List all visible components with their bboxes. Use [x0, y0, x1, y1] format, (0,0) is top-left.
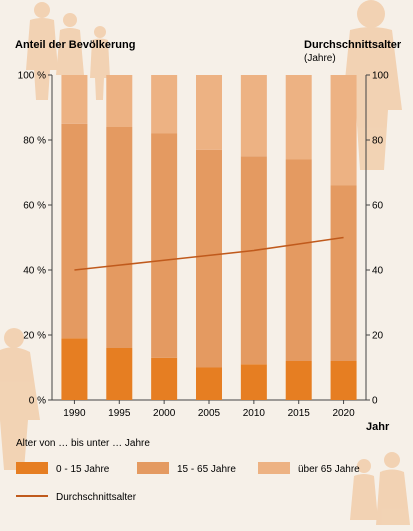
bar-segment-2010-15-65 — [240, 156, 267, 365]
bar-segment-1990-0-15 — [61, 338, 88, 400]
bar-segment-2005-15-65 — [196, 149, 222, 368]
x-tick-label-1990: 1990 — [63, 408, 86, 419]
legend: Alter von … bis unter … Jahre 0 - 15 Jah… — [16, 438, 360, 503]
bar-segment-2015-over-65 — [285, 75, 312, 160]
right-tick-label: 40 — [372, 266, 384, 277]
x-tick-label-2010: 2010 — [243, 408, 266, 419]
bar-segment-2005-0-15 — [196, 367, 222, 400]
x-tick-label-2005: 2005 — [198, 408, 221, 419]
legend-label-over-65: über 65 Jahre — [298, 464, 360, 475]
right-tick-label: 0 — [372, 396, 378, 407]
left-tick-label: 20 % — [23, 331, 46, 342]
left-tick-label: 100 % — [18, 71, 46, 82]
legend-label-0-15: 0 - 15 Jahre — [56, 464, 110, 475]
average-age-polyline — [74, 236, 344, 271]
bar-segment-2000-15-65 — [151, 133, 178, 358]
bar-segment-2015-0-15 — [285, 361, 312, 400]
right-tick-label: 80 — [372, 136, 384, 147]
legend-label-average-age: Durchschnittsalter — [56, 492, 137, 503]
legend-title: Alter von … bis unter … Jahre — [16, 438, 150, 449]
x-tick-label-2015: 2015 — [288, 408, 311, 419]
right-tick-label: 20 — [372, 331, 384, 342]
bar-segment-2010-over-65 — [240, 75, 267, 157]
x-axis-title: Jahr — [366, 421, 390, 433]
bar-segment-1990-over-65 — [61, 75, 88, 124]
left-tick-label: 40 % — [23, 266, 46, 277]
left-tick-label: 80 % — [23, 136, 46, 147]
bar-segment-2015-15-65 — [285, 159, 312, 361]
right-tick-label: 100 — [372, 71, 389, 82]
x-tick-label-2020: 2020 — [332, 408, 355, 419]
bar-segment-2000-0-15 — [151, 357, 178, 400]
left-tick-label: 0 % — [29, 396, 46, 407]
right-axis-ticks: 0 20 40 60 80 100 — [366, 71, 389, 407]
legend-label-15-65: 15 - 65 Jahre — [177, 464, 236, 475]
bar-segment-2020-0-15 — [330, 361, 357, 400]
bar-segment-1995-0-15 — [106, 348, 133, 400]
bar-segment-2020-15-65 — [330, 185, 357, 361]
bar-segment-2000-over-65 — [151, 75, 178, 134]
right-tick-label: 60 — [372, 201, 384, 212]
right-axis-subtitle: (Jahre) — [304, 53, 336, 64]
x-tick-label-1995: 1995 — [108, 408, 131, 419]
legend-swatch-over-65 — [258, 462, 290, 474]
legend-swatch-15-65 — [137, 462, 169, 474]
legend-swatch-0-15 — [16, 462, 48, 474]
left-axis-ticks: 0 % 20 % 40 % 60 % 80 % 100 % — [18, 71, 52, 407]
bar-segment-1990-15-65 — [61, 123, 88, 339]
right-axis-title: Durchschnittsalter — [304, 39, 402, 51]
bar-segment-1995-over-65 — [106, 75, 133, 127]
bar-segment-2010-0-15 — [240, 364, 267, 400]
average-age-line — [74, 236, 344, 271]
stacked-bars — [61, 75, 357, 400]
left-axis-title: Anteil der Bevölkerung — [15, 39, 135, 51]
x-axis-labels: 1990 1995 2000 2005 2010 2015 2020 — [63, 400, 355, 419]
bar-segment-2020-over-65 — [330, 75, 357, 186]
bar-segment-1995-15-65 — [106, 127, 133, 348]
left-tick-label: 60 % — [23, 201, 46, 212]
x-tick-label-2000: 2000 — [153, 408, 176, 419]
bar-segment-2005-over-65 — [196, 75, 222, 150]
